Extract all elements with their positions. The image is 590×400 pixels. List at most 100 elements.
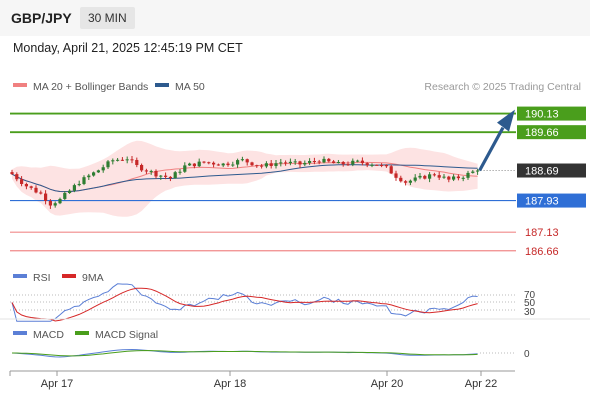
candlestick <box>456 174 460 181</box>
candlestick <box>125 156 129 164</box>
level-label-box <box>517 106 586 121</box>
rsi-line <box>11 283 478 322</box>
candlestick <box>466 170 470 180</box>
forecast-arrow <box>478 126 505 172</box>
candlestick <box>44 190 48 205</box>
candlestick <box>408 179 412 186</box>
candlestick <box>293 158 297 165</box>
candlestick <box>240 156 244 162</box>
candlestick <box>284 160 288 166</box>
candlestick <box>476 168 480 175</box>
candlestick <box>245 158 249 166</box>
candlestick <box>279 158 283 167</box>
candlestick <box>351 158 355 167</box>
candlestick <box>413 174 417 183</box>
candlestick <box>149 169 153 175</box>
candlestick <box>207 161 211 165</box>
rsi-level-50: 50 <box>524 298 536 309</box>
candlestick <box>135 157 139 168</box>
rsi-ma-line <box>11 287 478 322</box>
macd-signal-legend-swatch <box>75 331 89 335</box>
candlestick <box>58 197 62 205</box>
candlestick <box>159 174 163 180</box>
rsi-ma-legend-label: 9MA <box>82 272 104 284</box>
candlestick <box>53 201 57 208</box>
price-layer <box>10 109 516 252</box>
candlestick <box>269 160 273 169</box>
candlestick <box>317 159 321 165</box>
forecast-arrowhead <box>497 109 515 132</box>
candlestick <box>216 163 220 166</box>
candlestick <box>250 161 254 167</box>
candlestick <box>221 162 225 168</box>
macd-level-0: 0 <box>524 349 530 360</box>
candlestick <box>375 164 379 166</box>
macd-signal-legend-label: MACD Signal <box>95 329 158 341</box>
ma50-legend-label: MA 50 <box>175 81 205 93</box>
candlestick <box>231 161 235 167</box>
candlestick <box>312 157 316 165</box>
level-label: 187.13 <box>525 227 559 239</box>
candlestick <box>442 174 446 179</box>
candlestick <box>327 157 331 163</box>
candlestick <box>226 161 230 167</box>
candlestick <box>92 171 96 177</box>
rsi-level-30: 30 <box>524 307 536 318</box>
candlestick <box>188 162 192 166</box>
candlestick <box>178 169 182 175</box>
candlestick <box>236 158 240 168</box>
price-labels-layer: 190.13 189.66 188.69 187.93 187.13 186.66 <box>517 106 586 258</box>
candlestick <box>48 199 52 209</box>
candlestick <box>197 158 201 168</box>
level-label: 188.69 <box>525 166 559 178</box>
candlestick <box>15 172 19 182</box>
ma20-legend-label: MA 20 + Bollinger Bands <box>33 81 148 93</box>
candlestick <box>34 185 38 194</box>
timeframe-button[interactable]: 30 MIN <box>80 7 135 29</box>
bollinger-band <box>12 140 478 217</box>
candlestick <box>120 157 124 161</box>
candlestick <box>183 162 187 173</box>
level-label: 190.13 <box>525 109 559 121</box>
level-label-box <box>517 193 586 208</box>
research-credit: Research © 2025 Trading Central <box>424 81 581 93</box>
candlestick <box>418 172 422 180</box>
rsi-ma-legend-swatch <box>62 274 76 278</box>
level-label: 189.66 <box>525 127 559 139</box>
candlestick <box>452 174 456 182</box>
candlestick <box>308 158 312 165</box>
x-tick-label: Apr 18 <box>214 378 246 390</box>
x-tick-label: Apr 17 <box>41 378 73 390</box>
chart-header: GBP/JPY 30 MIN <box>0 0 590 36</box>
candlestick <box>437 171 441 181</box>
candlestick <box>360 157 364 166</box>
rsi-legend-label: RSI <box>33 272 51 284</box>
candlestick <box>154 169 158 179</box>
candlestick <box>68 189 72 194</box>
candlestick <box>365 162 369 168</box>
candlestick <box>82 175 86 186</box>
candlestick <box>39 190 43 195</box>
candlestick <box>336 159 340 164</box>
candlestick <box>274 159 278 169</box>
candlestick <box>447 175 451 183</box>
candlestick <box>399 175 403 183</box>
level-label: 186.66 <box>525 246 559 258</box>
candlestick <box>29 185 33 190</box>
ma50-line <box>11 164 478 193</box>
candlestick <box>72 183 76 193</box>
candlestick <box>10 169 14 175</box>
candlestick <box>63 191 67 201</box>
candlestick <box>432 172 436 177</box>
candlestick <box>370 163 374 168</box>
candlestick <box>116 158 120 162</box>
level-label: 187.93 <box>525 196 559 208</box>
macd-legend-label: MACD <box>33 329 64 341</box>
candlestick <box>303 160 307 167</box>
candlestick <box>106 159 110 170</box>
candlestick <box>87 173 91 180</box>
candlestick <box>288 158 292 166</box>
level-label-box <box>517 125 586 140</box>
candlestick <box>101 164 105 173</box>
